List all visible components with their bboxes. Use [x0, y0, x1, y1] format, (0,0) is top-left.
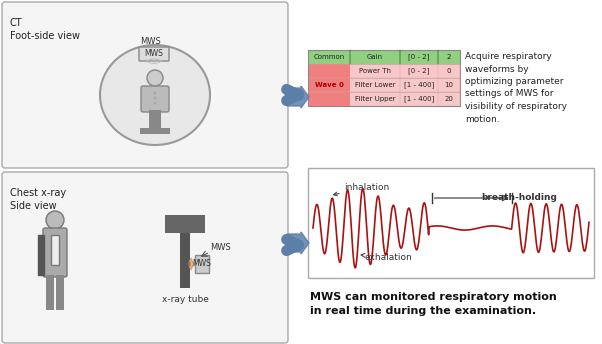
- Circle shape: [46, 211, 64, 229]
- Text: Acquire respiratory
waveforms by
optimizing parameter
settings of MWS for
visibi: Acquire respiratory waveforms by optimiz…: [465, 52, 567, 123]
- Text: Common: Common: [314, 54, 344, 60]
- Text: inhalation: inhalation: [334, 183, 390, 196]
- Text: MWS: MWS: [193, 259, 211, 269]
- Bar: [149, 110, 161, 130]
- Bar: [308, 78, 460, 92]
- Bar: [180, 233, 190, 288]
- Text: 20: 20: [444, 96, 453, 102]
- Circle shape: [147, 70, 163, 86]
- Text: MWS can monitored respiratory motion
in real time during the examination.: MWS can monitored respiratory motion in …: [310, 292, 557, 316]
- Text: 0: 0: [447, 68, 452, 74]
- Bar: [308, 92, 350, 106]
- Ellipse shape: [100, 45, 210, 145]
- Text: Filter Upper: Filter Upper: [355, 96, 396, 102]
- Bar: [140, 128, 170, 134]
- Circle shape: [154, 92, 157, 95]
- Bar: [308, 78, 350, 92]
- Bar: [308, 50, 460, 64]
- Text: [0 - 2]: [0 - 2]: [408, 68, 430, 74]
- FancyArrow shape: [287, 232, 309, 254]
- Bar: [56, 275, 64, 310]
- Text: MWS: MWS: [144, 50, 163, 58]
- Bar: [308, 50, 460, 106]
- Text: 10: 10: [444, 82, 453, 88]
- Bar: [195, 255, 209, 273]
- FancyBboxPatch shape: [2, 2, 288, 168]
- Text: Wave 0: Wave 0: [315, 82, 343, 88]
- Text: Power Th: Power Th: [359, 68, 391, 74]
- FancyBboxPatch shape: [2, 172, 288, 343]
- Text: [0 - 2]: [0 - 2]: [408, 54, 430, 61]
- Bar: [38, 235, 44, 275]
- Text: CT
Foot-side view: CT Foot-side view: [10, 18, 80, 41]
- Circle shape: [154, 101, 157, 105]
- Bar: [51, 235, 59, 265]
- Bar: [308, 64, 350, 106]
- Bar: [165, 215, 205, 233]
- FancyBboxPatch shape: [141, 86, 169, 112]
- Text: exhalation: exhalation: [361, 253, 412, 262]
- Bar: [308, 92, 460, 106]
- Text: Chest x-ray
Side view: Chest x-ray Side view: [10, 188, 66, 211]
- Text: [1 - 400]: [1 - 400]: [404, 82, 434, 88]
- FancyBboxPatch shape: [139, 47, 169, 61]
- Text: breath-holding: breath-holding: [482, 193, 557, 203]
- FancyBboxPatch shape: [43, 228, 67, 277]
- Text: Filter Lower: Filter Lower: [355, 82, 396, 88]
- Bar: [308, 168, 594, 278]
- Text: [1 - 400]: [1 - 400]: [404, 96, 434, 103]
- Text: 2: 2: [447, 54, 451, 60]
- Text: Gain: Gain: [367, 54, 383, 60]
- Bar: [46, 275, 54, 310]
- FancyArrow shape: [287, 86, 309, 108]
- Circle shape: [154, 97, 157, 99]
- Bar: [308, 64, 460, 78]
- Text: MWS: MWS: [210, 243, 231, 252]
- Text: x-ray tube: x-ray tube: [161, 295, 208, 304]
- Bar: [308, 64, 350, 78]
- Text: MWS: MWS: [140, 37, 161, 46]
